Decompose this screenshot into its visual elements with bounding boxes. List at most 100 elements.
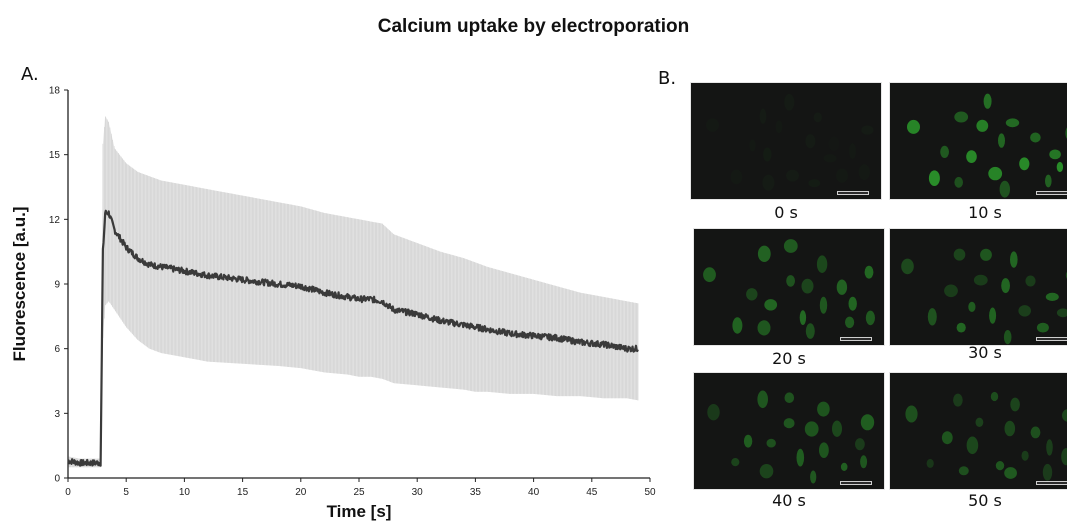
x-axis-ticks: 0 5 10 15 20 25 30 35 40 45 50 xyxy=(65,478,656,498)
cell-spot xyxy=(988,166,1003,181)
cell-spot xyxy=(801,278,814,294)
cell-spot xyxy=(1036,322,1049,333)
cell-spot xyxy=(901,258,914,275)
cell-spot xyxy=(1045,174,1052,188)
fluorescence-chart: 0 5 10 15 20 25 30 35 40 45 50 0 3 6 9 12 15 18 Time [s]… xyxy=(10,86,656,521)
cell-spot xyxy=(1004,467,1017,479)
scale-bar xyxy=(1036,337,1067,341)
cell-spot xyxy=(860,414,875,431)
cell-spot xyxy=(976,119,989,132)
scale-bar xyxy=(1036,481,1067,485)
cell-spot xyxy=(819,442,829,458)
x-tick-label: 30 xyxy=(412,487,424,498)
micrograph-cells xyxy=(901,248,1067,345)
cell-spot xyxy=(805,134,816,149)
cell-spot xyxy=(757,245,771,262)
cell-spot xyxy=(927,308,937,326)
cell-spot xyxy=(905,405,918,423)
cell-spot xyxy=(1004,420,1016,437)
micrograph-image xyxy=(889,82,1067,200)
cell-spot xyxy=(706,118,719,131)
cell-spot xyxy=(731,458,740,467)
micrograph-time-label: 20 s xyxy=(772,349,806,368)
x-tick-label: 35 xyxy=(470,487,482,498)
cell-spot xyxy=(824,154,837,162)
y-tick-label: 6 xyxy=(54,344,60,355)
cell-spot xyxy=(1056,308,1067,318)
x-axis-label: Time [s] xyxy=(327,502,392,521)
cell-spot xyxy=(1042,463,1053,481)
x-tick-label: 45 xyxy=(586,487,598,498)
cell-spot xyxy=(998,133,1005,148)
cell-spot xyxy=(829,137,840,152)
y-axis-ticks: 0 3 6 9 12 15 18 xyxy=(49,86,68,485)
cell-spot xyxy=(808,179,821,188)
cell-spot xyxy=(953,248,966,261)
micrograph-image xyxy=(889,228,1067,346)
cell-spot xyxy=(1018,305,1031,317)
micrograph-time-label: 0 s xyxy=(774,203,798,222)
cell-spot xyxy=(813,112,822,123)
cell-spot xyxy=(954,111,969,123)
cell-spot xyxy=(989,307,997,324)
y-tick-label: 12 xyxy=(49,215,61,226)
cell-spot xyxy=(796,448,805,467)
cell-spot xyxy=(1045,292,1059,301)
cell-spot xyxy=(954,176,963,188)
cell-spot xyxy=(786,275,795,287)
cell-spot xyxy=(836,279,848,295)
x-tick-label: 10 xyxy=(179,487,191,498)
y-tick-label: 18 xyxy=(49,86,61,97)
cell-spot xyxy=(804,421,819,437)
error-band xyxy=(67,115,639,468)
micrograph-cells xyxy=(907,93,1067,198)
cell-spot xyxy=(707,404,720,421)
cell-spot xyxy=(845,316,855,328)
cell-spot xyxy=(956,322,966,333)
cell-spot xyxy=(995,461,1005,471)
cell-spot xyxy=(757,320,771,336)
cell-spot xyxy=(810,470,817,484)
scale-bar xyxy=(1036,191,1067,195)
cell-spot xyxy=(1025,275,1036,287)
panel-a-label: A. xyxy=(21,64,39,85)
cell-spot xyxy=(983,93,992,109)
micrograph-cells xyxy=(707,390,875,484)
micrograph-cells xyxy=(905,391,1067,481)
cell-spot xyxy=(848,296,857,311)
micrograph-image xyxy=(889,372,1067,490)
cell-spot xyxy=(816,255,828,273)
panel-b-label: B. xyxy=(658,68,677,89)
cell-spot xyxy=(980,248,992,261)
cell-spot xyxy=(786,169,799,182)
cell-spot xyxy=(759,108,767,124)
cell-spot xyxy=(973,274,988,286)
micrograph-image xyxy=(693,228,885,346)
cell-spot xyxy=(1030,426,1041,439)
y-tick-label: 3 xyxy=(54,409,60,420)
cell-spot xyxy=(764,299,778,311)
cell-spot xyxy=(832,420,842,437)
micrograph-cells xyxy=(703,239,875,339)
cell-spot xyxy=(907,119,920,134)
micrograph-cells xyxy=(706,93,874,191)
cell-spot xyxy=(732,317,743,334)
x-tick-label: 40 xyxy=(528,487,540,498)
y-tick-label: 15 xyxy=(49,150,61,161)
cell-spot xyxy=(926,458,934,468)
cell-spot xyxy=(859,164,870,180)
cell-spot xyxy=(928,170,940,186)
cell-spot xyxy=(763,147,772,162)
x-tick-label: 5 xyxy=(123,487,129,498)
cell-spot xyxy=(1021,450,1029,461)
cell-spot xyxy=(805,323,815,339)
mean-fluorescence-line xyxy=(67,209,639,467)
cell-spot xyxy=(836,169,848,183)
micrograph-time-label: 40 s xyxy=(772,491,806,510)
micrograph-image xyxy=(690,82,882,200)
cell-spot xyxy=(746,288,758,301)
x-tick-label: 25 xyxy=(353,487,365,498)
cell-spot xyxy=(1030,132,1041,143)
cell-spot xyxy=(819,296,828,314)
cell-spot xyxy=(840,462,848,471)
